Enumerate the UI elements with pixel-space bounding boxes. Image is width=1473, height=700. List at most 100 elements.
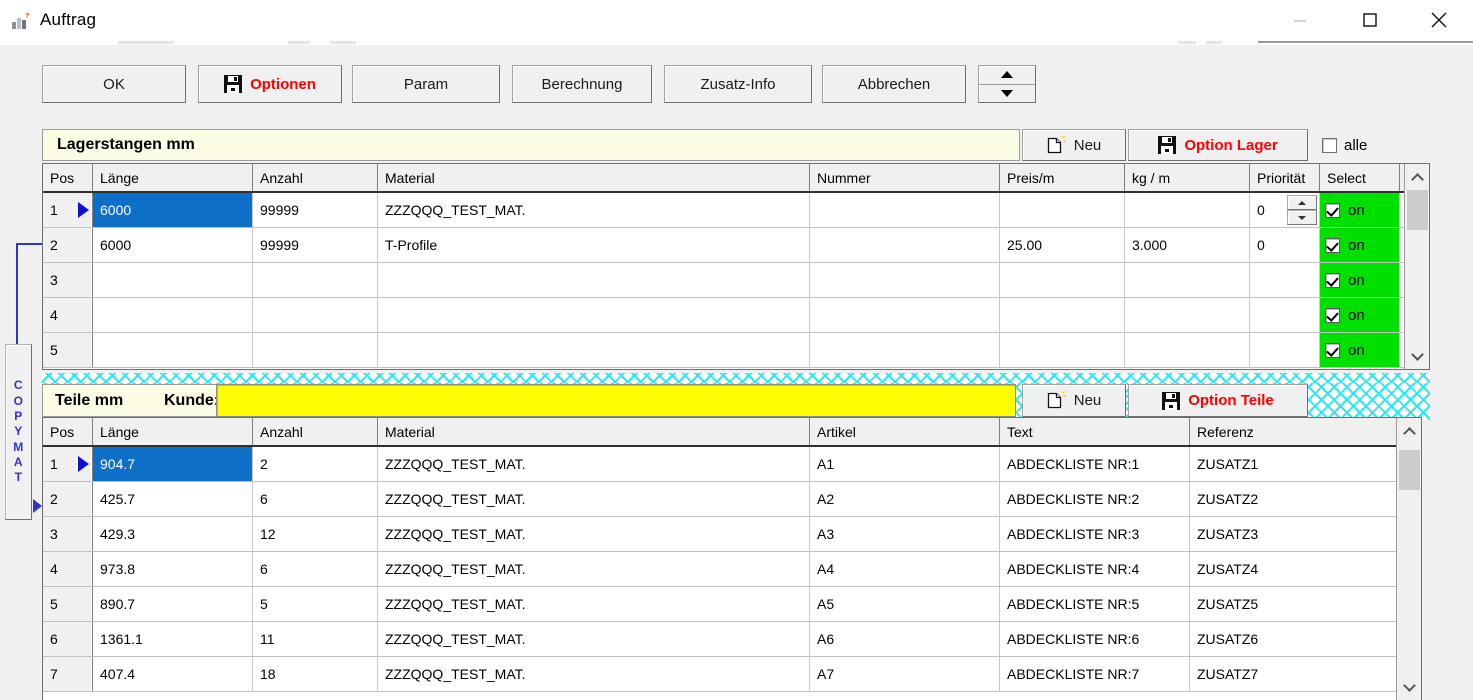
cell-material[interactable] <box>378 263 810 297</box>
cell-material[interactable]: ZZZQQQ_TEST_MAT. <box>378 447 810 481</box>
cell-pos[interactable]: 5 <box>43 333 93 367</box>
param-button[interactable]: Param <box>352 65 500 103</box>
option-teile-button[interactable]: Option Teile <box>1128 384 1308 417</box>
cell-anzahl[interactable]: 2 <box>253 447 378 481</box>
cell-pos[interactable]: 3 <box>43 517 93 551</box>
cell-material[interactable]: ZZZQQQ_TEST_MAT. <box>378 517 810 551</box>
cell-laenge[interactable]: 6000 <box>93 228 253 262</box>
table-row[interactable]: 7 407.4 18 ZZZQQQ_TEST_MAT. A7 ABDECKLISTE NR… <box>43 657 1421 692</box>
column-header-anzahl[interactable]: Anzahl <box>253 418 378 445</box>
table-row[interactable]: 1 904.7 2 ZZZQQQ_TEST_MAT. A1 ABDECKLISTE NR:… <box>43 447 1421 482</box>
table-row[interactable]: 3 on <box>43 263 1429 298</box>
table-row[interactable]: 1 6000 99999 ZZZQQQ_TEST_MAT. 0 on <box>43 193 1429 228</box>
cell-anzahl[interactable]: 6 <box>253 482 378 516</box>
cell-laenge[interactable] <box>93 263 253 297</box>
cell-artikel[interactable]: A6 <box>810 622 1000 656</box>
prioritaet-spinner[interactable] <box>1287 195 1317 225</box>
cell-anzahl[interactable]: 99999 <box>253 228 378 262</box>
table-row[interactable]: 5 890.7 5 ZZZQQQ_TEST_MAT. A5 ABDECKLISTE NR:… <box>43 587 1421 622</box>
column-header-l-nge[interactable]: Länge <box>93 164 253 191</box>
scroll-thumb[interactable] <box>1398 450 1420 490</box>
cell-anzahl[interactable] <box>253 298 378 332</box>
cell-text[interactable]: ABDECKLISTE NR:4 <box>1000 552 1190 586</box>
cell-pos[interactable]: 4 <box>43 552 93 586</box>
column-header-select[interactable]: Select <box>1320 164 1400 191</box>
teile-neu-button[interactable]: Neu <box>1022 384 1126 417</box>
cell-referenz[interactable]: ZUSATZ5 <box>1190 587 1398 621</box>
cell-artikel[interactable]: A2 <box>810 482 1000 516</box>
cell-anzahl[interactable]: 18 <box>253 657 378 691</box>
cell-kg[interactable]: 3.000 <box>1125 228 1250 262</box>
cell-select[interactable]: on <box>1320 333 1400 367</box>
cell-kg[interactable] <box>1125 333 1250 367</box>
cell-select[interactable]: on <box>1320 228 1400 262</box>
column-header-artikel[interactable]: Artikel <box>810 418 1000 445</box>
cell-nummer[interactable] <box>810 298 1000 332</box>
cell-material[interactable] <box>378 298 810 332</box>
prioritaet-spinner-down-icon[interactable] <box>1287 210 1317 225</box>
cell-select[interactable]: on <box>1320 298 1400 332</box>
cell-prioritaet[interactable]: 0 <box>1250 193 1320 227</box>
cell-referenz[interactable]: ZUSATZ3 <box>1190 517 1398 551</box>
cell-referenz[interactable]: ZUSATZ7 <box>1190 657 1398 691</box>
scroll-up-icon[interactable] <box>1397 418 1422 444</box>
column-header-text[interactable]: Text <box>1000 418 1190 445</box>
cell-material[interactable]: T-Profile <box>378 228 810 262</box>
cell-artikel[interactable]: A4 <box>810 552 1000 586</box>
cell-artikel[interactable]: A7 <box>810 657 1000 691</box>
cell-text[interactable]: ABDECKLISTE NR:7 <box>1000 657 1190 691</box>
cell-pos[interactable]: 1 <box>43 447 93 481</box>
cell-kg[interactable] <box>1125 263 1250 297</box>
cell-artikel[interactable]: A3 <box>810 517 1000 551</box>
cell-prioritaet[interactable]: 0 <box>1250 228 1320 262</box>
cell-laenge[interactable]: 425.7 <box>93 482 253 516</box>
cell-select[interactable]: on <box>1320 263 1400 297</box>
cell-laenge[interactable]: 904.7 <box>93 447 253 481</box>
cell-laenge[interactable]: 429.3 <box>93 517 253 551</box>
close-icon[interactable] <box>1404 0 1473 40</box>
cell-text[interactable]: ABDECKLISTE NR:5 <box>1000 587 1190 621</box>
cell-text[interactable]: ABDECKLISTE NR:6 <box>1000 622 1190 656</box>
optionen-button[interactable]: Optionen <box>198 65 342 103</box>
table-row[interactable]: 3 429.3 12 ZZZQQQ_TEST_MAT. A3 ABDECKLISTE NR… <box>43 517 1421 552</box>
kunde-input[interactable] <box>216 384 1016 417</box>
column-header-pos[interactable]: Pos <box>43 164 93 191</box>
cell-laenge[interactable]: 890.7 <box>93 587 253 621</box>
cell-pos[interactable]: 1 <box>43 193 93 227</box>
lagerstangen-grid[interactable]: Pos Länge Anzahl Material Nummer Preis/m kg / … <box>42 163 1430 370</box>
maximize-icon[interactable] <box>1335 0 1404 40</box>
abbrechen-button[interactable]: Abbrechen <box>822 65 966 103</box>
cell-material[interactable]: ZZZQQQ_TEST_MAT. <box>378 657 810 691</box>
cell-laenge[interactable]: 973.8 <box>93 552 253 586</box>
cell-pos[interactable]: 7 <box>43 657 93 691</box>
prioritaet-spinner-up-icon[interactable] <box>1287 195 1317 210</box>
table-row[interactable]: 4 973.8 6 ZZZQQQ_TEST_MAT. A4 ABDECKLISTE NR:… <box>43 552 1421 587</box>
column-header-anzahl[interactable]: Anzahl <box>253 164 378 191</box>
updown-spinner[interactable] <box>978 65 1036 103</box>
cell-laenge[interactable]: 6000 <box>93 193 253 227</box>
cell-pos[interactable]: 2 <box>43 228 93 262</box>
cell-text[interactable]: ABDECKLISTE NR:2 <box>1000 482 1190 516</box>
cell-preis[interactable]: 25.00 <box>1000 228 1125 262</box>
option-lager-button[interactable]: Option Lager <box>1128 129 1308 161</box>
copymat-button[interactable]: C O P Y M A T <box>5 344 32 520</box>
cell-laenge[interactable] <box>93 298 253 332</box>
cell-anzahl[interactable] <box>253 263 378 297</box>
column-header-referenz[interactable]: Referenz <box>1190 418 1398 445</box>
scroll-track[interactable] <box>1397 444 1422 674</box>
spinner-up-icon[interactable] <box>979 66 1035 84</box>
cell-material[interactable]: ZZZQQQ_TEST_MAT. <box>378 482 810 516</box>
cell-referenz[interactable]: ZUSATZ4 <box>1190 552 1398 586</box>
cell-artikel[interactable]: A5 <box>810 587 1000 621</box>
ok-button[interactable]: OK <box>42 65 186 103</box>
alle-checkbox[interactable]: alle <box>1322 137 1367 154</box>
table-row[interactable]: 2 6000 99999 T-Profile 25.00 3.000 0 on <box>43 228 1429 263</box>
spinner-down-icon[interactable] <box>979 83 1035 103</box>
column-header-priorit-t[interactable]: Priorität <box>1250 164 1320 191</box>
vertical-scrollbar[interactable] <box>1404 164 1429 369</box>
cell-pos[interactable]: 2 <box>43 482 93 516</box>
cell-anzahl[interactable]: 12 <box>253 517 378 551</box>
select-checkbox-icon[interactable] <box>1325 272 1340 288</box>
cell-pos[interactable]: 3 <box>43 263 93 297</box>
cell-preis[interactable] <box>1000 298 1125 332</box>
